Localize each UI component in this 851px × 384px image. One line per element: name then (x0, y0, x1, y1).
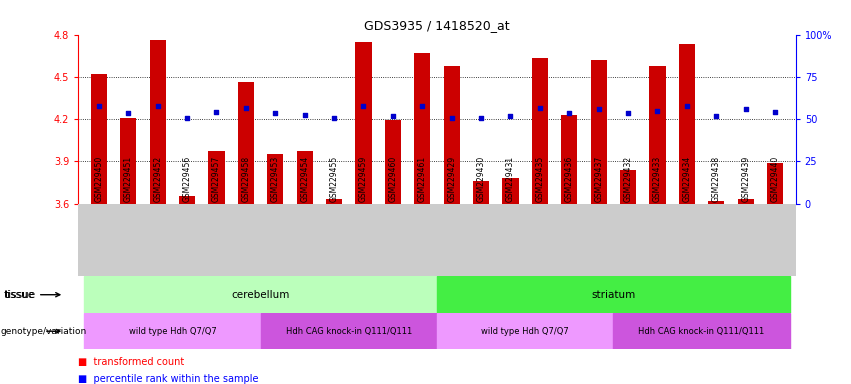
Bar (260, 313, 437, 349)
Bar (443, 66, 460, 204)
Point (92, 103, 106, 109)
Bar (84, 276, 437, 313)
Title: GDS3935 / 1418520_at: GDS3935 / 1418520_at (364, 19, 510, 32)
Bar (120, 118, 136, 204)
Bar (591, 60, 607, 204)
Bar (649, 66, 665, 204)
Point (621, 110, 635, 116)
Bar (767, 163, 783, 204)
Point (386, 113, 400, 119)
Bar (237, 83, 254, 204)
Text: tissue: tissue (4, 290, 36, 300)
Point (651, 108, 665, 114)
Text: genotype/variation: genotype/variation (1, 327, 87, 336)
Point (768, 109, 782, 115)
Bar (708, 201, 724, 204)
Bar (437, 313, 614, 349)
Point (592, 106, 606, 112)
Bar (267, 154, 283, 204)
Point (710, 113, 723, 119)
Text: wild type Hdh Q7/Q7: wild type Hdh Q7/Q7 (129, 327, 216, 336)
Bar (208, 151, 225, 204)
Text: tissue: tissue (4, 290, 60, 300)
Text: wild type Hdh Q7/Q7: wild type Hdh Q7/Q7 (482, 327, 569, 336)
Bar (473, 181, 489, 204)
Bar (614, 313, 790, 349)
Point (239, 105, 253, 111)
Point (298, 112, 311, 118)
Point (739, 106, 752, 112)
Bar (679, 45, 695, 204)
Bar (326, 199, 342, 204)
Point (563, 110, 576, 116)
Bar (620, 170, 637, 204)
Bar (738, 199, 754, 204)
Text: Hdh CAG knock-in Q111/Q111: Hdh CAG knock-in Q111/Q111 (286, 327, 412, 336)
Point (504, 113, 517, 119)
Point (474, 114, 488, 121)
Bar (437, 276, 790, 313)
Point (209, 109, 223, 115)
Bar (532, 58, 548, 204)
Text: striatum: striatum (591, 290, 636, 300)
Point (445, 114, 459, 121)
Text: ■  percentile rank within the sample: ■ percentile rank within the sample (78, 374, 259, 384)
Bar (297, 151, 313, 204)
Text: ■  transformed count: ■ transformed count (78, 357, 185, 367)
Bar (84, 313, 260, 349)
Bar (385, 121, 401, 204)
Bar (179, 197, 195, 204)
Text: cerebellum: cerebellum (231, 290, 290, 300)
Point (151, 103, 164, 109)
Bar (561, 115, 577, 204)
Point (415, 103, 429, 109)
Bar (502, 178, 518, 204)
Bar (356, 41, 372, 204)
Point (680, 103, 694, 109)
Point (357, 103, 370, 109)
Point (328, 114, 341, 121)
Point (268, 110, 282, 116)
Bar (91, 74, 107, 204)
Point (180, 114, 194, 121)
Bar (414, 53, 431, 204)
Point (122, 110, 135, 116)
Bar (150, 40, 166, 204)
Text: Hdh CAG knock-in Q111/Q111: Hdh CAG knock-in Q111/Q111 (638, 327, 765, 336)
Point (533, 105, 546, 111)
